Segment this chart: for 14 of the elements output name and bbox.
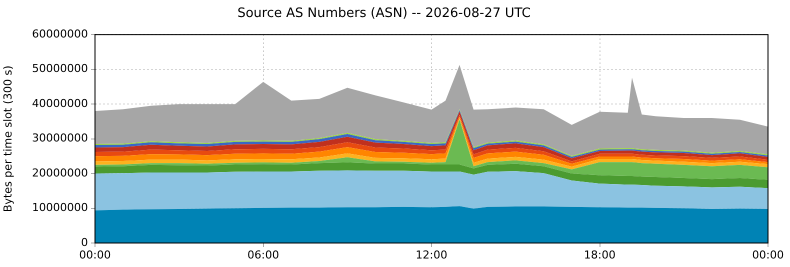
y-tick-label: 50000000 [32, 62, 88, 76]
y-tick-label: 60000000 [32, 27, 88, 40]
y-tick-label: 20000000 [32, 166, 88, 180]
y-tick-label: 0 [81, 236, 88, 249]
y-tick-label: 30000000 [32, 132, 88, 145]
x-tick-label: 00:00 [79, 248, 111, 262]
x-tick-label: 06:00 [247, 248, 280, 262]
x-tick-label: 18:00 [584, 248, 616, 262]
y-axis-title: Bytes per time slot (300 s) [1, 65, 14, 212]
y-tick-label: 10000000 [32, 201, 88, 214]
chart-title: Source AS Numbers (ASN) -- 2026-08-27 UTC [237, 6, 531, 22]
x-tick-label: 12:00 [416, 248, 448, 262]
x-tick-label: 00:00 [752, 248, 784, 262]
y-tick-label: 40000000 [32, 96, 88, 110]
